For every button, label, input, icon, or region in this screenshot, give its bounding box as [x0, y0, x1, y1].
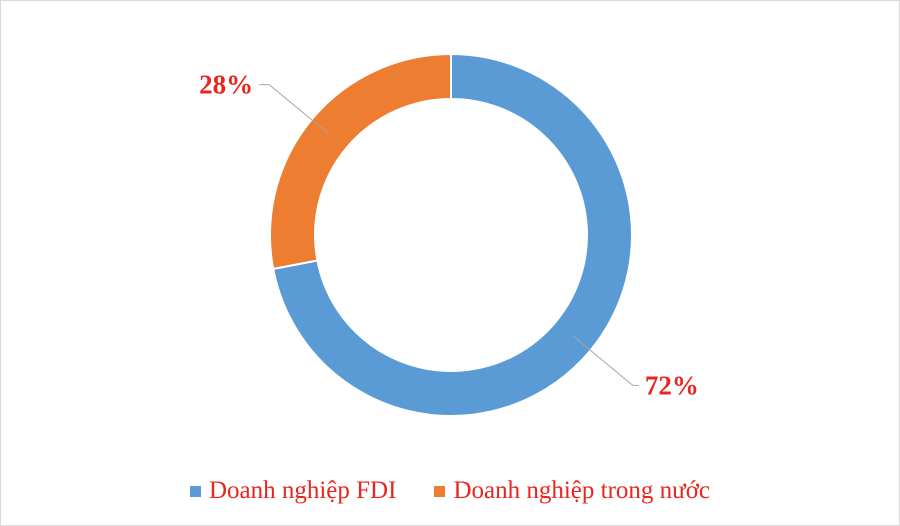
legend-swatch-domestic: [434, 485, 446, 497]
legend-label-domestic: Doanh nghiệp trong nước: [453, 477, 711, 504]
donut-chart: 72% 28%: [199, 52, 699, 417]
donut-slice-domestic[interactable]: [269, 52, 452, 271]
legend-item-fdi[interactable]: Doanh nghiệp FDI: [189, 477, 397, 505]
legend-label-fdi: Doanh nghiệp FDI: [208, 477, 397, 504]
donut-slice-fdi[interactable]: [272, 52, 633, 417]
leader-line-domestic: [259, 84, 330, 135]
legend-item-domestic[interactable]: Doanh nghiệp trong nước: [434, 477, 710, 505]
data-label-domestic: 28%: [199, 70, 253, 100]
legend-swatch-fdi: [189, 485, 201, 497]
data-label-fdi: 72%: [645, 370, 699, 400]
legend: Doanh nghiệp FDI Doanh nghiệp trong nước: [1, 477, 899, 505]
leader-line-fdi: [572, 335, 639, 386]
